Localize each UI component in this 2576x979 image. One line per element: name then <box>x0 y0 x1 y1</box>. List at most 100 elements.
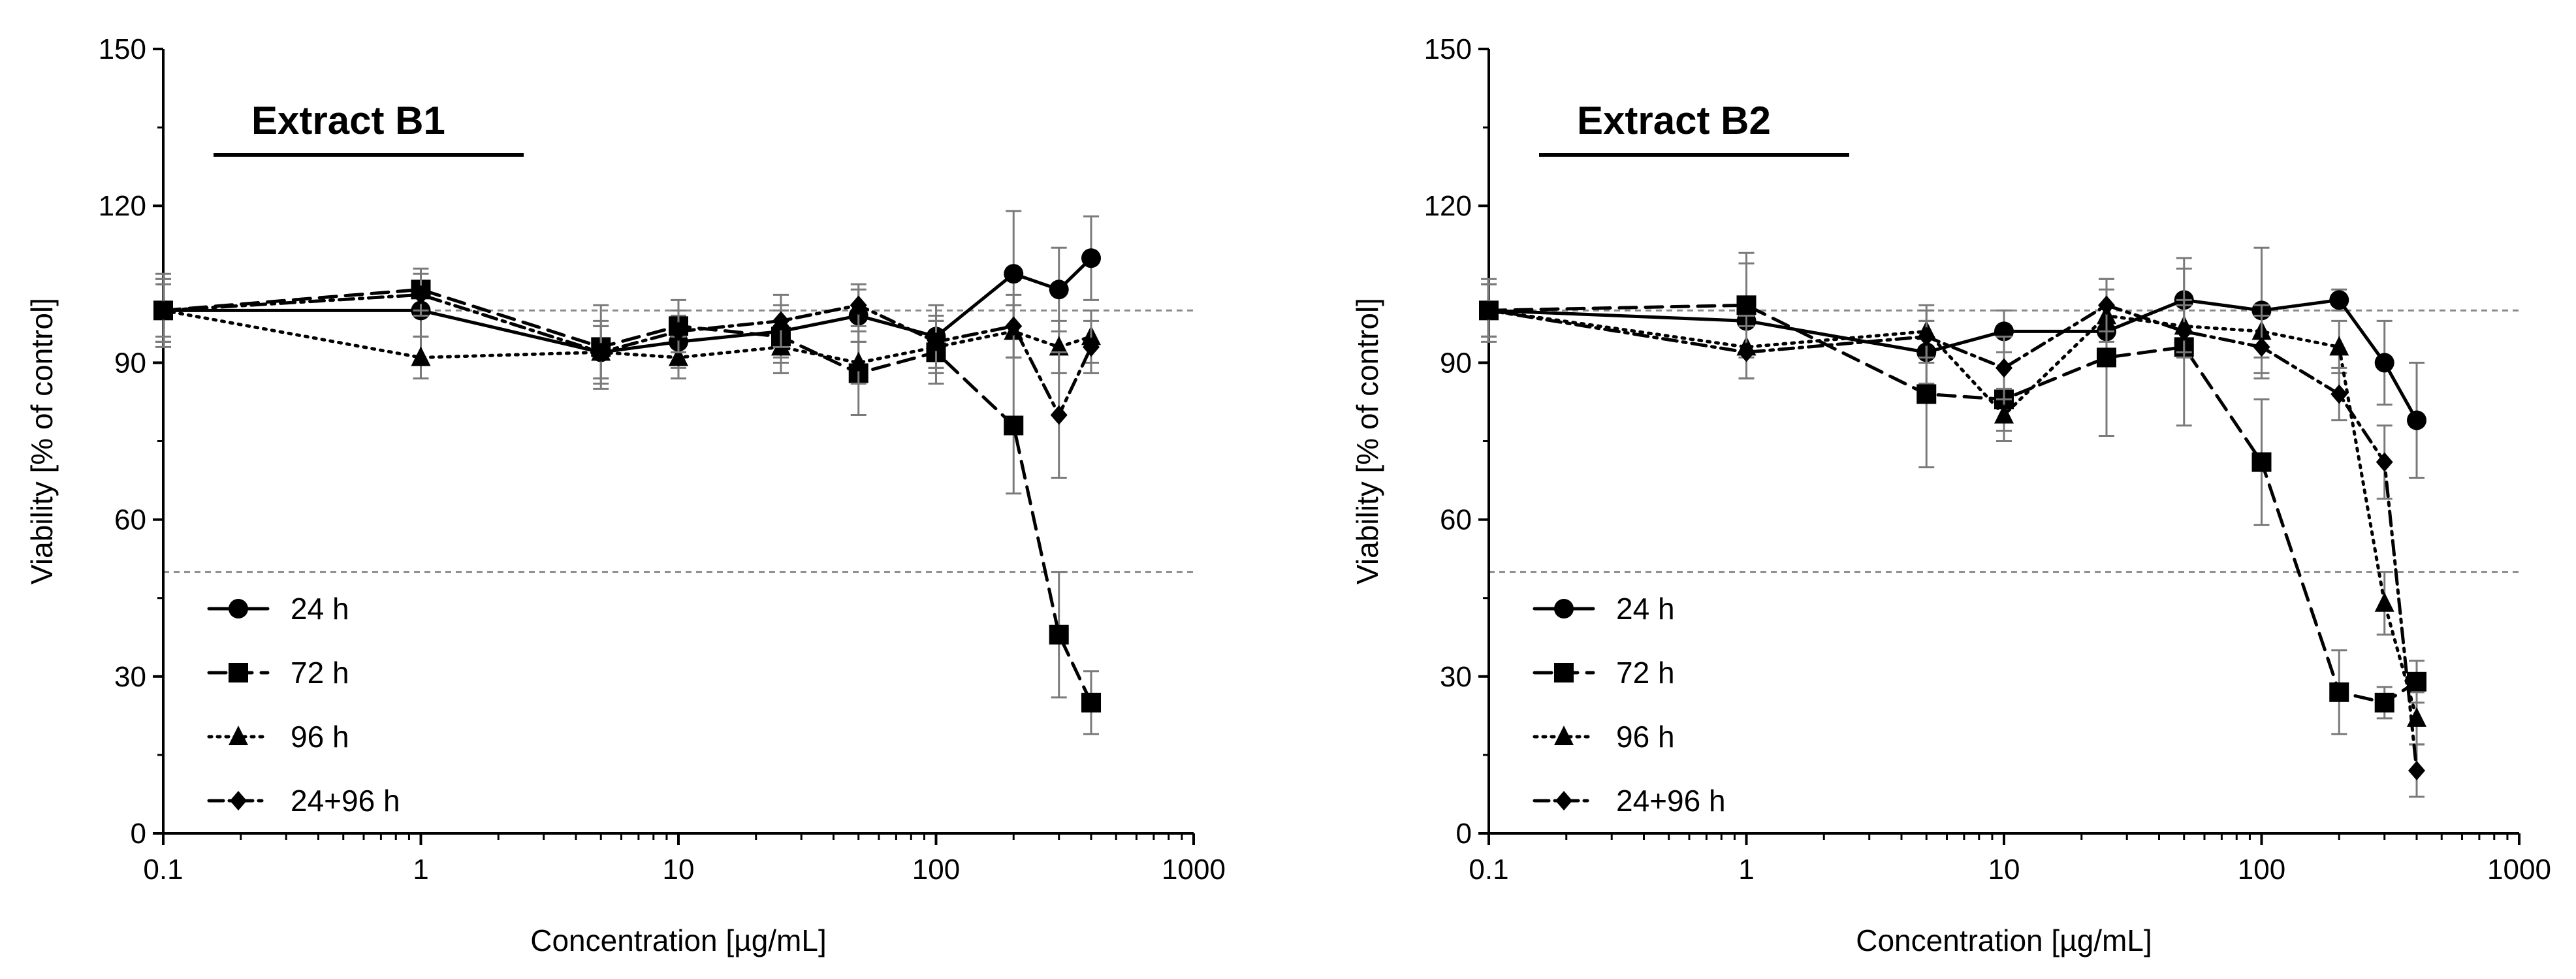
legend-marker <box>229 726 248 745</box>
legend-marker <box>1554 726 1574 745</box>
y-tick-label: 90 <box>1440 347 1472 379</box>
legend-label: 72 h <box>1616 656 1675 690</box>
data-point <box>2253 337 2270 357</box>
x-tick-label: 1 <box>413 854 428 886</box>
y-axis-label: Viability [% of control] <box>1350 298 1384 585</box>
x-tick-label: 0.1 <box>1469 854 1508 886</box>
series-line <box>161 256 1093 354</box>
data-point <box>1081 248 1102 268</box>
data-point <box>1996 358 2012 378</box>
data-point <box>2374 353 2394 373</box>
legend-label: 24 h <box>291 592 349 626</box>
series-line <box>1487 303 2419 705</box>
chart-title: Extract B1 <box>251 99 445 142</box>
legend: 24 h 72 h 96 h 24+96 h <box>1533 592 1726 818</box>
data-point <box>2329 336 2349 356</box>
series-line <box>161 293 1093 417</box>
x-axis-label: Concentration [µg/mL] <box>530 923 827 957</box>
series-0 <box>153 210 1102 385</box>
data-point <box>1083 337 1100 357</box>
y-tick-label: 90 <box>114 347 146 379</box>
y-axis-label: Viability [% of control] <box>25 298 59 585</box>
series-line <box>161 287 1093 705</box>
data-point <box>1004 415 1024 436</box>
legend-marker <box>230 791 247 810</box>
y-tick-label: 120 <box>99 190 146 222</box>
series-line <box>161 308 1093 364</box>
chart-title: Extract B2 <box>1577 99 1771 142</box>
data-point <box>2175 321 2193 342</box>
x-tick-label: 100 <box>912 854 960 886</box>
data-point <box>2407 410 2427 430</box>
legend-marker <box>1555 791 1572 810</box>
data-point <box>2376 452 2393 472</box>
y-tick-label: 30 <box>1440 661 1472 693</box>
data-point <box>669 346 688 366</box>
x-tick-label: 100 <box>2238 854 2285 886</box>
x-tick-label: 0.1 <box>143 854 183 886</box>
data-point <box>2330 384 2348 404</box>
x-tick-label: 1 <box>1738 854 1754 886</box>
data-point <box>411 346 431 366</box>
legend-label: 72 h <box>291 656 349 690</box>
data-point <box>2096 347 2116 368</box>
legend-label: 96 h <box>1616 720 1675 754</box>
legend-label: 96 h <box>291 720 349 754</box>
data-point <box>670 321 687 342</box>
data-point <box>1049 624 1069 645</box>
data-point <box>1994 404 2014 424</box>
x-axis-label: Concentration [µg/mL] <box>1856 923 2152 957</box>
data-point <box>1005 316 1023 336</box>
y-tick-label: 150 <box>99 33 146 65</box>
y-tick-label: 120 <box>1424 190 1472 222</box>
legend-marker <box>1554 663 1574 682</box>
data-point <box>1736 295 1757 315</box>
data-point <box>1918 327 1935 347</box>
data-point <box>2374 592 2394 612</box>
y-tick-label: 30 <box>114 661 146 693</box>
data-point <box>412 285 430 305</box>
data-point <box>2329 682 2349 702</box>
x-tick-label: 10 <box>1988 854 2020 886</box>
panel-b2: 0 30 60 90 120 150 0.1 1 10 100 1000 Concentration … <box>1350 33 2551 957</box>
x-tick-label: 1000 <box>2487 854 2551 886</box>
legend-label: 24+96 h <box>291 784 400 818</box>
legend-label: 24+96 h <box>1616 784 1726 818</box>
legend: 24 h 72 h 96 h 24+96 h <box>207 592 400 818</box>
data-point <box>1049 336 1069 356</box>
data-point <box>1081 692 1102 713</box>
series-3 <box>155 272 1100 479</box>
data-point <box>2408 760 2426 780</box>
data-point <box>1049 280 1069 300</box>
data-point <box>850 295 867 315</box>
x-tick-label: 1000 <box>1162 854 1226 886</box>
legend-label: 24 h <box>1616 592 1675 626</box>
data-point <box>772 311 789 331</box>
data-point <box>2407 671 2427 692</box>
data-point <box>1050 405 1068 425</box>
data-point <box>2329 290 2349 310</box>
data-point <box>2251 452 2272 472</box>
series-line <box>1487 303 2419 773</box>
y-tick-label: 150 <box>1424 33 1472 65</box>
legend-marker <box>1554 599 1574 618</box>
legend-marker <box>229 599 248 618</box>
legend-marker <box>229 663 248 682</box>
data-point <box>848 351 868 372</box>
data-point <box>1480 300 1497 321</box>
y-tick-label: 0 <box>131 818 146 850</box>
data-point <box>1738 342 1755 362</box>
data-point <box>927 332 945 352</box>
data-point <box>1916 384 1937 404</box>
y-tick-label: 0 <box>1456 818 1472 850</box>
series-3 <box>1480 278 2426 798</box>
series-line <box>1487 308 2419 720</box>
data-point <box>592 342 610 362</box>
series-line <box>1487 298 2419 422</box>
y-tick-label: 60 <box>114 504 146 536</box>
data-point <box>155 300 172 321</box>
data-point <box>2374 692 2394 713</box>
y-tick-label: 60 <box>1440 504 1472 536</box>
data-point <box>1004 264 1024 284</box>
